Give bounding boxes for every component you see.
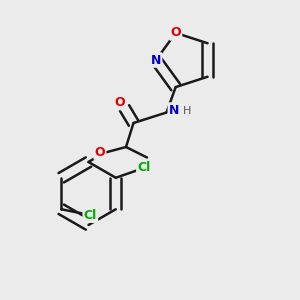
Text: Cl: Cl <box>137 161 151 174</box>
Text: O: O <box>94 146 105 159</box>
Text: O: O <box>115 96 125 109</box>
Text: O: O <box>170 26 181 39</box>
Text: N: N <box>169 103 179 117</box>
Text: H: H <box>183 106 191 116</box>
Text: Cl: Cl <box>84 209 97 222</box>
Text: N: N <box>151 53 161 67</box>
